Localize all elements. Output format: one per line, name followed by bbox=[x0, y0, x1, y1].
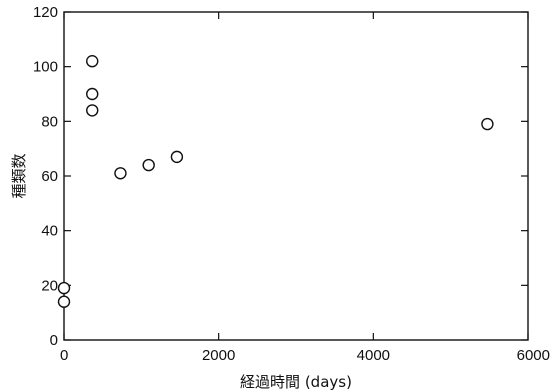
x-tick-label: 6000 bbox=[517, 347, 550, 364]
y-tick-label: 80 bbox=[41, 113, 58, 130]
y-tick-label: 120 bbox=[33, 4, 58, 21]
x-tick-label: 2000 bbox=[202, 347, 235, 364]
data-point bbox=[86, 104, 99, 117]
tick-labels: 0 2000 4000 6000 0 20 40 60 80 100 120 bbox=[33, 4, 550, 364]
data-point bbox=[57, 281, 71, 295]
data-point bbox=[170, 150, 184, 164]
y-tick-label: 40 bbox=[41, 223, 58, 240]
y-tick-label: 20 bbox=[41, 277, 58, 294]
data-point bbox=[57, 295, 71, 308]
x-tick-label: 4000 bbox=[357, 347, 390, 364]
axis-ticks bbox=[63, 11, 529, 341]
x-axis-label: 経過時間 (days) bbox=[240, 373, 352, 391]
y-tick-label: 0 bbox=[50, 332, 58, 349]
data-point bbox=[86, 55, 99, 68]
plot-frame bbox=[63, 11, 529, 341]
data-point bbox=[86, 87, 99, 101]
data-point bbox=[114, 167, 127, 180]
x-tick-label: 0 bbox=[60, 347, 68, 364]
data-points bbox=[57, 55, 494, 308]
y-tick-label: 60 bbox=[41, 168, 58, 185]
data-point bbox=[481, 117, 494, 131]
y-tick-label: 100 bbox=[33, 59, 58, 76]
data-point bbox=[142, 158, 155, 172]
y-axis-label: 種類数 bbox=[10, 153, 28, 198]
